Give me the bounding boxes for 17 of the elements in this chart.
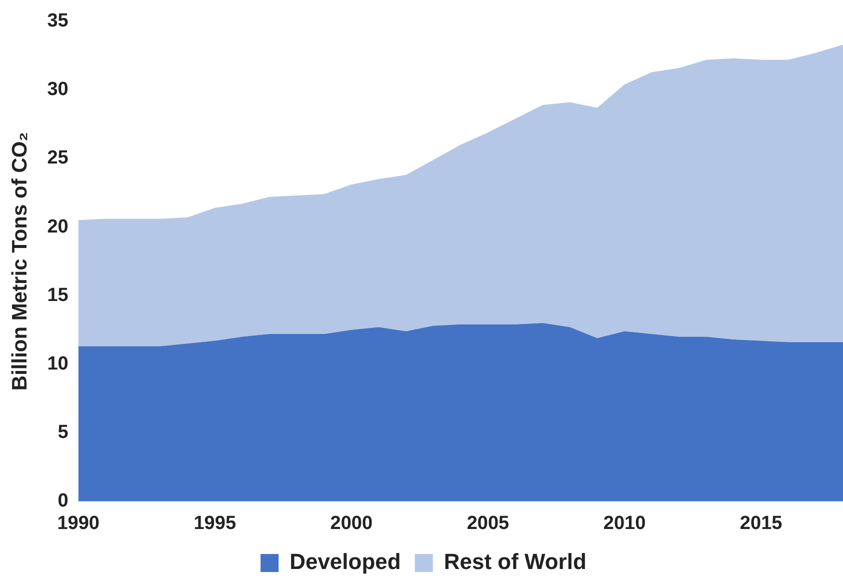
y-tick-label: 35 bbox=[47, 10, 69, 32]
y-tick-label: 30 bbox=[47, 79, 68, 100]
x-tick-label: 2005 bbox=[466, 512, 510, 534]
x-tick-label: 1990 bbox=[57, 512, 100, 534]
y-tick-label: 10 bbox=[47, 353, 68, 374]
x-tick-label: 2010 bbox=[603, 512, 646, 534]
x-tick-label: 1995 bbox=[194, 512, 236, 534]
y-tick-label: 5 bbox=[58, 422, 69, 443]
x-tick-label: 2015 bbox=[740, 512, 783, 534]
y-tick-label: 20 bbox=[47, 216, 68, 238]
y-tick-label: 0 bbox=[58, 490, 68, 512]
legend-label: Rest of World bbox=[444, 549, 586, 574]
y-tick-label: 15 bbox=[47, 284, 69, 306]
y-tick-label: 25 bbox=[47, 148, 69, 169]
y-axis-title: Billion Metric Tons of CO₂ bbox=[8, 132, 32, 391]
legend-label: Developed bbox=[290, 549, 401, 574]
x-tick-label: 2000 bbox=[330, 512, 373, 534]
